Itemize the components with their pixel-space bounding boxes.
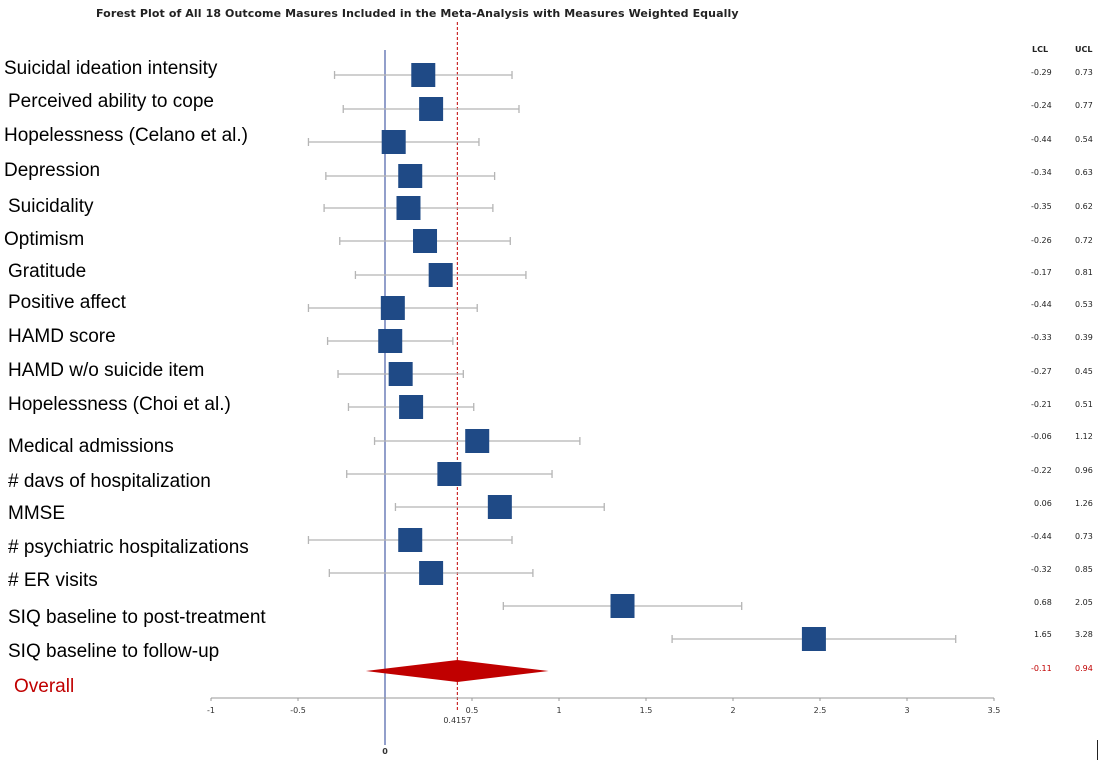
lcl-value: -0.24 [1031, 101, 1052, 110]
ucl-value: 0.39 [1075, 333, 1093, 342]
outcome-label: SIQ baseline to follow-up [8, 641, 220, 662]
lcl-value: -0.22 [1031, 466, 1052, 475]
lcl-value: 0.68 [1034, 598, 1052, 607]
chart-title: Forest Plot of All 18 Outcome Masures In… [96, 7, 739, 20]
x-tick-label: 1.5 [640, 706, 653, 715]
outcome-label: # davs of hospitalization [8, 471, 211, 492]
x-tick-label: 3 [904, 706, 909, 715]
lcl-value: -0.33 [1031, 333, 1052, 342]
effect-size-marker [437, 462, 462, 486]
lcl-value: -0.27 [1031, 367, 1052, 376]
outcome-label: Suicidality [8, 196, 94, 217]
outcome-label: SIQ baseline to post-treatment [8, 607, 266, 628]
ucl-value: 0.54 [1075, 135, 1093, 144]
effect-size-marker [419, 97, 444, 121]
ucl-value: 0.53 [1075, 300, 1093, 309]
lcl-value: -0.06 [1031, 432, 1052, 441]
lcl-value: -0.26 [1031, 236, 1052, 245]
effect-size-marker [381, 130, 406, 154]
lcl-value: -0.44 [1031, 135, 1052, 144]
x-tick-label: 0.5 [466, 706, 479, 715]
ucl-value: 0.81 [1075, 268, 1093, 277]
lcl-value: -0.29 [1031, 68, 1052, 77]
effect-size-marker [419, 561, 444, 585]
effect-size-marker [398, 164, 423, 188]
x-zero-label: 0 [382, 747, 388, 756]
outcome-label: Medical admissions [8, 436, 174, 457]
outcome-label: # ER visits [8, 570, 98, 591]
outcome-label: Hopelessness (Choi et al.) [8, 394, 231, 415]
x-tick-label: -0.5 [290, 706, 306, 715]
ucl-value: 1.12 [1075, 432, 1093, 441]
lcl-value: -0.32 [1031, 565, 1052, 574]
effect-size-marker [388, 362, 413, 386]
x-tick-label: 1 [556, 706, 561, 715]
ucl-value: 0.73 [1075, 532, 1093, 541]
text-cursor [1097, 740, 1098, 760]
effect-size-marker [413, 229, 438, 253]
outcome-label: Suicidal ideation intensity [4, 58, 218, 79]
x-tick-label: 2 [730, 706, 735, 715]
outcome-label: Hopelessness (Celano et al.) [4, 125, 248, 146]
effect-size-marker [610, 594, 635, 618]
ucl-value: 0.72 [1075, 236, 1093, 245]
overall-effect-diamond [365, 660, 549, 682]
lcl-value: -0.17 [1031, 268, 1052, 277]
outcome-label: HAMD w/o suicide item [8, 360, 205, 381]
lcl-value: -0.44 [1031, 300, 1052, 309]
effect-size-marker [396, 196, 421, 220]
overall-lcl-value: -0.11 [1031, 664, 1052, 673]
overall-ucl-value: 0.94 [1075, 664, 1093, 673]
ucl-value: 0.63 [1075, 168, 1093, 177]
outcome-label: Optimism [4, 229, 85, 250]
effect-size-marker [428, 263, 453, 287]
ucl-value: 3.28 [1075, 630, 1093, 639]
ucl-value: 0.45 [1075, 367, 1093, 376]
lcl-value: -0.44 [1031, 532, 1052, 541]
lcl-value: 1.65 [1034, 630, 1052, 639]
outcome-label: Gratitude [8, 261, 87, 282]
ucl-value: 0.51 [1075, 400, 1093, 409]
lcl-value: -0.34 [1031, 168, 1052, 177]
outcome-label: MMSE [8, 503, 65, 524]
outcome-label: Depression [4, 160, 101, 181]
effect-size-marker [465, 429, 490, 453]
overall-estimate-label: 0.4157 [443, 716, 471, 725]
ucl-value: 1.26 [1075, 499, 1093, 508]
effect-size-marker [398, 528, 423, 552]
outcome-label: Positive affect [8, 292, 126, 313]
effect-size-marker [411, 63, 436, 87]
ucl-header: UCL [1075, 45, 1093, 54]
ucl-value: 0.62 [1075, 202, 1093, 211]
effect-size-marker [801, 627, 826, 651]
ucl-value: 0.77 [1075, 101, 1093, 110]
effect-size-marker [487, 495, 512, 519]
lcl-value: -0.21 [1031, 400, 1052, 409]
outcome-label: # psychiatric hospitalizations [8, 537, 249, 558]
x-tick-label: 3.5 [988, 706, 1001, 715]
effect-size-marker [399, 395, 424, 419]
lcl-header: LCL [1032, 45, 1049, 54]
effect-size-marker [380, 296, 405, 320]
x-tick-label: 2.5 [814, 706, 827, 715]
ucl-value: 0.96 [1075, 466, 1093, 475]
outcome-label: HAMD score [8, 326, 116, 347]
lcl-value: -0.35 [1031, 202, 1052, 211]
ucl-value: 0.73 [1075, 68, 1093, 77]
ucl-value: 0.85 [1075, 565, 1093, 574]
x-tick-label: -1 [207, 706, 215, 715]
lcl-value: 0.06 [1034, 499, 1052, 508]
ucl-value: 2.05 [1075, 598, 1093, 607]
effect-size-marker [378, 329, 403, 353]
outcome-label: Perceived ability to cope [8, 91, 214, 112]
overall-label: Overall [14, 676, 75, 697]
